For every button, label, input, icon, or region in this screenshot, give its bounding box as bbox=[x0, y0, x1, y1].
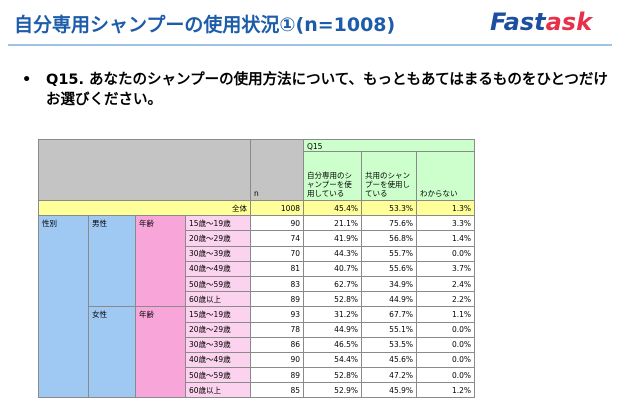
n-value: 90 bbox=[250, 215, 304, 232]
gender: 女性 bbox=[88, 306, 136, 399]
logo: Fastask bbox=[490, 8, 592, 36]
percent-value: 44.3% bbox=[303, 245, 362, 262]
table-row: 50歳～59歳 83 62.7% 34.9% 2.4% bbox=[39, 275, 475, 293]
total-label: 全体 bbox=[38, 199, 251, 217]
age-group: 60歳以上 bbox=[185, 382, 251, 399]
age-group: 30歳～39歳 bbox=[185, 245, 251, 262]
percent-value: 44.9% bbox=[303, 321, 362, 338]
n-value: 74 bbox=[250, 230, 304, 247]
n-value: 86 bbox=[250, 336, 304, 353]
percent-value: 34.9% bbox=[361, 275, 417, 293]
percent-value: 21.1% bbox=[303, 215, 362, 232]
n-value: 90 bbox=[250, 351, 304, 369]
table-row: 40歳～49歳 90 54.4% 45.6% 0.0% bbox=[39, 351, 475, 369]
table-row: 60歳以上 85 52.9% 45.9% 1.2% bbox=[39, 382, 475, 399]
age-group: 40歳～49歳 bbox=[185, 260, 251, 277]
percent-value: 55.6% bbox=[361, 260, 417, 277]
column-header: わからない bbox=[416, 151, 475, 201]
table-row: n Q15 bbox=[38, 139, 475, 201]
percent-value: 31.2% bbox=[303, 306, 362, 323]
percent-value: 1.2% bbox=[416, 382, 475, 399]
total-value: 1.3% bbox=[416, 199, 475, 217]
percent-value: 52.8% bbox=[303, 291, 362, 308]
age-group: 15歳～19歳 bbox=[185, 215, 251, 232]
percent-value: 46.5% bbox=[303, 336, 362, 353]
n-value: 93 bbox=[250, 306, 304, 323]
percent-value: 0.0% bbox=[416, 321, 475, 338]
percent-value: 62.7% bbox=[303, 275, 362, 293]
percent-value: 0.0% bbox=[416, 336, 475, 353]
n-value: 70 bbox=[250, 245, 304, 262]
age-group: 30歳～39歳 bbox=[185, 336, 251, 353]
percent-value: 3.7% bbox=[416, 260, 475, 277]
sex-label: 性別 bbox=[38, 215, 89, 399]
age-label: 年齢 bbox=[135, 306, 186, 399]
percent-value: 45.9% bbox=[361, 382, 417, 399]
n-header: n bbox=[250, 139, 304, 201]
age-group: 50歳～59歳 bbox=[185, 367, 251, 384]
table-row: 女性 年齢 15歳～19歳 93 31.2% 67.7% 1.1% bbox=[39, 306, 475, 399]
table-row: 全体 1008 45.4% 53.3% 1.3% bbox=[38, 199, 475, 217]
percent-value: 2.4% bbox=[416, 275, 475, 293]
table-row: 40歳～49歳 81 40.7% 55.6% 3.7% bbox=[39, 260, 475, 277]
column-header: 共用のシャンプーを使用している bbox=[361, 151, 417, 201]
percent-value: 55.7% bbox=[361, 245, 417, 262]
percent-value: 41.9% bbox=[303, 230, 362, 247]
table-row: 60歳以上 89 52.8% 44.9% 2.2% bbox=[39, 291, 475, 308]
table-row: 20歳～29歳 78 44.9% 55.1% 0.0% bbox=[39, 321, 475, 338]
percent-value: 45.6% bbox=[361, 351, 417, 369]
n-value: 89 bbox=[250, 367, 304, 384]
n-value: 78 bbox=[250, 321, 304, 338]
total-value: 53.3% bbox=[361, 199, 417, 217]
question-text: Q15. あなたのシャンプーの使用方法について、もっともあてはまるものをひとつだ… bbox=[46, 72, 608, 108]
percent-value: 67.7% bbox=[361, 306, 417, 323]
bullet: • bbox=[22, 72, 32, 88]
percent-value: 0.0% bbox=[416, 367, 475, 384]
percent-value: 53.5% bbox=[361, 336, 417, 353]
percent-value: 0.0% bbox=[416, 351, 475, 369]
percent-value: 54.4% bbox=[303, 351, 362, 369]
total-value: 45.4% bbox=[303, 199, 362, 217]
table-row: 30歳～39歳 86 46.5% 53.5% 0.0% bbox=[39, 336, 475, 353]
age-group: 60歳以上 bbox=[185, 291, 251, 308]
percent-value: 75.6% bbox=[361, 215, 417, 232]
age-group: 15歳～19歳 bbox=[185, 306, 251, 323]
n-value: 85 bbox=[250, 382, 304, 399]
header-blank bbox=[38, 139, 251, 201]
table-row: 性別 男性 年齢 15歳～19歳 90 21.1% 75.6% 3.3% bbox=[38, 215, 475, 399]
percent-value: 3.3% bbox=[416, 215, 475, 232]
logo-part: ask bbox=[545, 8, 593, 36]
percent-value: 40.7% bbox=[303, 260, 362, 277]
divider bbox=[8, 44, 612, 46]
percent-value: 56.8% bbox=[361, 230, 417, 247]
n-value: 81 bbox=[250, 260, 304, 277]
percent-value: 0.0% bbox=[416, 245, 475, 262]
column-header: 自分専用のシャンプーを使用している bbox=[303, 151, 362, 201]
age-label: 年齢 bbox=[135, 215, 186, 308]
question-header: Q15 bbox=[303, 139, 475, 152]
slide-title: 自分専用シャンプーの使用状況①(n=1008) bbox=[14, 14, 396, 36]
total-n: 1008 bbox=[250, 199, 304, 217]
age-group: 20歳～29歳 bbox=[185, 321, 251, 338]
percent-value: 1.4% bbox=[416, 230, 475, 247]
percent-value: 55.1% bbox=[361, 321, 417, 338]
percent-value: 1.1% bbox=[416, 306, 475, 323]
n-value: 89 bbox=[250, 291, 304, 308]
age-group: 50歳～59歳 bbox=[185, 275, 251, 293]
table-row: 30歳～39歳 70 44.3% 55.7% 0.0% bbox=[39, 245, 475, 262]
result-table: n Q15 自分専用のシャンプーを使用している 共用のシャンプーを使用している わからな… bbox=[38, 139, 475, 399]
percent-value: 44.9% bbox=[361, 291, 417, 308]
percent-value: 2.2% bbox=[416, 291, 475, 308]
percent-value: 52.9% bbox=[303, 382, 362, 399]
table-row: 自分専用のシャンプーを使用している 共用のシャンプーを使用している わからない bbox=[39, 151, 475, 201]
logo-part: Fast bbox=[490, 8, 546, 36]
age-group: 40歳～49歳 bbox=[185, 351, 251, 369]
gender: 男性 bbox=[88, 215, 136, 308]
percent-value: 52.8% bbox=[303, 367, 362, 384]
age-group: 20歳～29歳 bbox=[185, 230, 251, 247]
n-value: 83 bbox=[250, 275, 304, 293]
table-row: 50歳～59歳 89 52.8% 47.2% 0.0% bbox=[39, 367, 475, 384]
percent-value: 47.2% bbox=[361, 367, 417, 384]
